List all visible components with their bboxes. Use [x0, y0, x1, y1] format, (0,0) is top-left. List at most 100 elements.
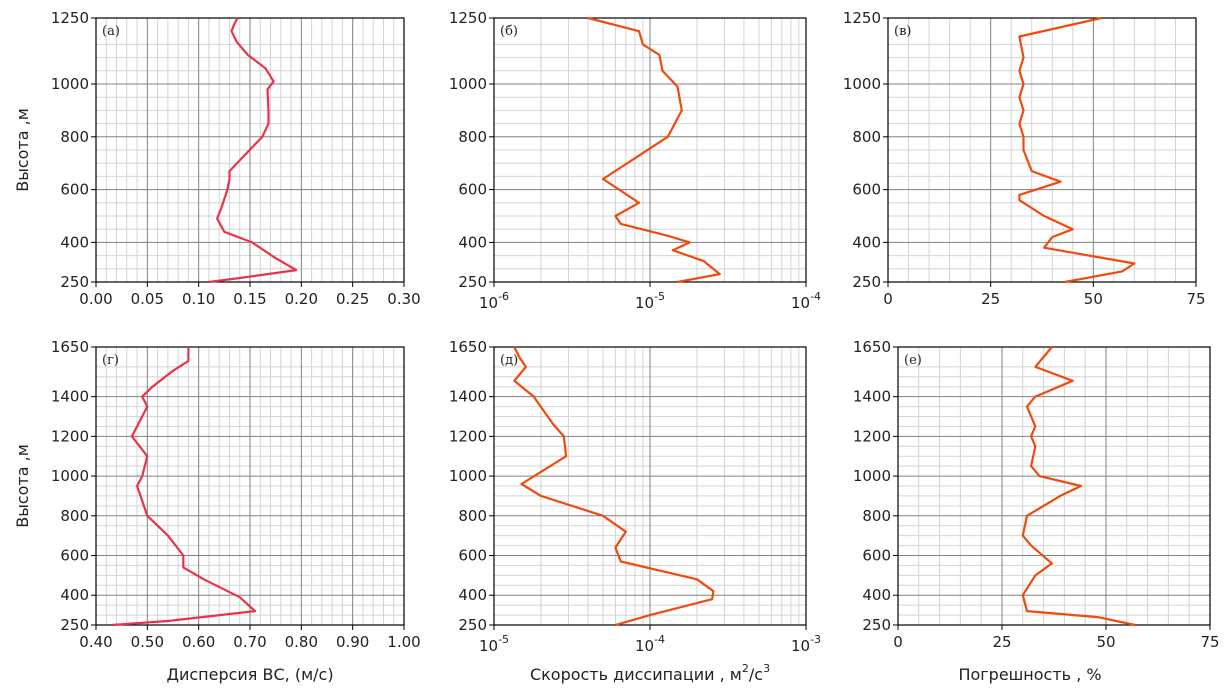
x-tick-label: 10-4	[635, 633, 665, 655]
y-tick-label: 600	[458, 547, 487, 565]
y-tick-label: 1400	[449, 388, 487, 406]
y-tick-label: 1650	[853, 338, 891, 356]
y-tick-label: 1000	[843, 75, 881, 93]
y-tick-label: 400	[60, 233, 89, 251]
y-tick-label: 1000	[449, 75, 487, 93]
y-tick-label: 1000	[51, 75, 89, 93]
y-tick-label: 1200	[449, 427, 487, 445]
panel-4: 250 400 600 800 1000 1200 1400 1650 0.40 0.50 0.60…	[51, 338, 421, 651]
y-axis-title-top: Высота ,м	[13, 108, 32, 192]
y-tick-label: 1250	[843, 9, 881, 27]
x-tick-label: 0.60	[182, 633, 215, 651]
y-tick-label: 800	[852, 128, 881, 146]
x-tick-label: 10-6	[479, 290, 509, 312]
x-tick-label: 0.50	[131, 633, 164, 651]
major-grid	[494, 347, 806, 625]
plot-frame	[887, 17, 1197, 283]
x-tick-label: 75	[1186, 290, 1205, 308]
x-tick-label: 50	[1096, 633, 1115, 651]
y-tick-label: 250	[60, 616, 89, 634]
y-tick-label: 1250	[449, 9, 487, 27]
panel-2: 250 400 600 800 1000 1250 10-6 10-5 10-4 (б)	[449, 9, 821, 312]
y-tick-label: 250	[60, 273, 89, 291]
major-grid	[494, 18, 806, 282]
y-tick-label: 1200	[51, 427, 89, 445]
series-line-1	[1021, 346, 1136, 627]
series-line-1	[513, 346, 715, 627]
y-tick-label: 600	[60, 181, 89, 199]
y-tick-label: 250	[862, 616, 891, 634]
series-line-1	[587, 16, 721, 284]
major-grid	[898, 347, 1210, 625]
x-tick-label: 0.30	[387, 290, 420, 308]
x-tick-label: 50	[1084, 290, 1103, 308]
panel-3: 250 400 600 800 1000 1250 0 25 50 75 (в)	[843, 9, 1206, 308]
minor-grid	[888, 18, 1196, 282]
x-tick-label: 75	[1200, 633, 1219, 651]
plot-frame	[897, 346, 1211, 626]
minor-grid	[898, 347, 1210, 625]
major-grid	[96, 18, 404, 282]
panel-label: (д)	[500, 353, 518, 368]
series-line-1	[1018, 16, 1136, 284]
panel-label: (в)	[894, 24, 911, 39]
panel-1: 250 400 600 800 1000 1250 0.00 0.05 0.10 0.15 0.20…	[51, 9, 421, 308]
y-tick-label: 600	[852, 181, 881, 199]
y-tick-label: 1400	[853, 388, 891, 406]
y-tick-label: 1650	[51, 338, 89, 356]
major-grid	[888, 18, 1196, 282]
x-tick-label: 0.10	[182, 290, 215, 308]
x-tick-label: 0.05	[131, 290, 164, 308]
panel-label: (б)	[500, 24, 518, 39]
x-tick-label: 0.15	[233, 290, 266, 308]
x-tick-label: 1.00	[387, 633, 420, 651]
y-tick-label: 600	[458, 181, 487, 199]
y-tick-label: 400	[852, 233, 881, 251]
y-tick-label: 1400	[51, 388, 89, 406]
x-tick-label: 0.00	[79, 290, 112, 308]
major-grid	[96, 347, 404, 625]
x-tick-label: 10-5	[635, 290, 665, 312]
x-axis-title-dissipation: Скорость диссипации , м2/с3	[530, 662, 770, 684]
panel-label: (а)	[102, 24, 120, 39]
y-tick-label: 250	[458, 273, 487, 291]
y-tick-label: 250	[458, 616, 487, 634]
panel-5: 250 400 600 800 1000 1200 1400 1650 10-5 10-4 10-3…	[449, 338, 821, 655]
series-line-1	[208, 17, 298, 284]
y-tick-label: 400	[458, 586, 487, 604]
y-tick-label: 400	[862, 586, 891, 604]
x-tick-label: 10-5	[479, 633, 509, 655]
y-tick-label: 400	[458, 233, 487, 251]
y-tick-label: 800	[60, 128, 89, 146]
x-tick-label: 10-3	[791, 633, 821, 655]
x-tick-label: 0.90	[336, 633, 369, 651]
y-axis-title-bottom: Высота ,м	[13, 444, 32, 528]
panel-6: 250 400 600 800 1000 1200 1400 1650 0 25 50 75 (е)	[853, 338, 1220, 651]
series-line-1	[111, 347, 257, 627]
y-tick-label: 800	[458, 507, 487, 525]
x-tick-label: 0.70	[233, 633, 266, 651]
y-tick-label: 600	[862, 547, 891, 565]
y-tick-label: 250	[852, 273, 881, 291]
panel-label: (е)	[904, 353, 922, 368]
y-tick-label: 800	[60, 507, 89, 525]
y-tick-label: 1250	[51, 9, 89, 27]
y-tick-label: 1200	[853, 427, 891, 445]
x-tick-label: 0.25	[336, 290, 369, 308]
x-axis-title-dispersion: Дисперсия ВС, (м/с)	[166, 665, 333, 684]
x-tick-label: 0.40	[79, 633, 112, 651]
x-tick-label: 0	[883, 290, 893, 308]
y-tick-label: 800	[458, 128, 487, 146]
y-tick-label: 1000	[51, 467, 89, 485]
panel-label: (г)	[102, 353, 119, 368]
y-tick-label: 1000	[449, 467, 487, 485]
x-tick-label: 10-4	[791, 290, 821, 312]
x-tick-label: 25	[981, 290, 1000, 308]
y-tick-label: 600	[60, 547, 89, 565]
y-tick-label: 1650	[449, 338, 487, 356]
x-axis-title-error: Погрешность , %	[958, 665, 1101, 684]
y-tick-label: 800	[862, 507, 891, 525]
y-tick-label: 1000	[853, 467, 891, 485]
